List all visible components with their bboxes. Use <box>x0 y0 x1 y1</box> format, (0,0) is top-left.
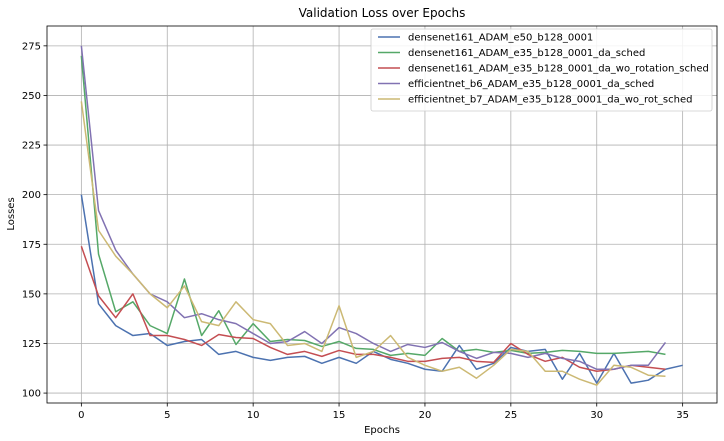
plot-frame <box>46 25 718 404</box>
chart-title: Validation Loss over Epochs <box>299 6 466 20</box>
series-lines <box>80 45 683 386</box>
series-line-3 <box>80 246 666 372</box>
series-line-5 <box>80 101 666 386</box>
legend: densenet161_ADAM_e50_b128_0001 densenet16… <box>370 28 713 112</box>
x-tick-label: 35 <box>676 410 689 421</box>
x-tick-label: 10 <box>247 410 260 421</box>
series-line-2 <box>80 55 666 357</box>
y-axis-title: Losses <box>6 197 17 230</box>
y-tick-label: 100 <box>22 389 41 400</box>
axis-ticks: 0 5 10 15 20 25 30 35 100 125 150 175 200 225 250 275 <box>22 41 689 421</box>
y-tick-label: 275 <box>22 41 41 52</box>
x-axis-title: Epochs <box>364 425 400 436</box>
x-tick-label: 15 <box>333 410 346 421</box>
y-tick-label: 150 <box>22 289 41 300</box>
y-tick-label: 200 <box>22 190 41 201</box>
y-tick-label: 250 <box>22 91 41 102</box>
legend-label: efficientnet_b7_ADAM_e35_b128_0001_da_wo… <box>408 95 692 106</box>
legend-box <box>370 28 713 112</box>
x-tick-label: 5 <box>164 410 170 421</box>
series-line-4 <box>80 45 667 371</box>
y-tick-label: 225 <box>22 141 41 152</box>
legend-label: densenet161_ADAM_e35_b128_0001_da_sched <box>408 48 645 59</box>
legend-label: densenet161_ADAM_e50_b128_0001 <box>408 33 593 44</box>
y-tick-label: 125 <box>22 339 41 350</box>
y-tick-label: 175 <box>22 240 41 251</box>
x-tick-label: 30 <box>590 410 603 421</box>
x-tick-label: 20 <box>419 410 432 421</box>
x-tick-label: 0 <box>78 410 84 421</box>
legend-label: efficientnet_b6_ADAM_e35_b128_0001_da_sc… <box>408 79 654 90</box>
x-tick-label: 25 <box>504 410 517 421</box>
legend-label: densenet161_ADAM_e35_b128_0001_da_wo_rot… <box>408 64 709 75</box>
